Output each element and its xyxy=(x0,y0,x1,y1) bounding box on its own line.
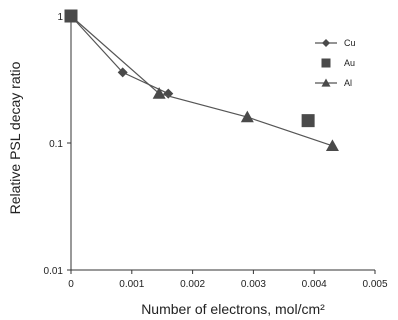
series-line-cu xyxy=(70,15,169,95)
legend-label-cu: Cu xyxy=(344,38,356,48)
x-tick-label: 0.003 xyxy=(241,279,266,290)
y-tick-label: 1 xyxy=(57,12,63,23)
x-tick-label: 0 xyxy=(68,279,74,290)
data-point-au xyxy=(301,114,315,128)
x-tick-label: 0.002 xyxy=(180,279,205,290)
axes: 0 0.001 0.002 0.003 0.004 0.005 0.01 0.1 1 xyxy=(44,12,388,290)
series-layer xyxy=(64,9,339,152)
data-point-cu xyxy=(117,67,128,78)
x-axis-title: Number of electrons, mol/cm² xyxy=(141,301,325,317)
legend: Cu Au Al xyxy=(315,38,356,88)
legend-marker-al xyxy=(321,78,331,87)
legend-marker-au xyxy=(321,58,331,68)
y-tick-label: 0.01 xyxy=(44,266,64,277)
legend-marker-cu xyxy=(322,39,330,47)
data-point-al xyxy=(325,139,339,152)
x-tick-label: 0.004 xyxy=(302,279,327,290)
legend-label-al: Al xyxy=(344,78,352,88)
series-al xyxy=(64,9,339,152)
x-tick-label: 0.001 xyxy=(119,279,144,290)
data-point-al xyxy=(152,87,166,99)
series-line-al xyxy=(70,15,333,147)
y-tick-label: 0.1 xyxy=(49,139,63,150)
data-point-al xyxy=(240,110,254,123)
y-axis-title: Relative PSL decay ratio xyxy=(7,61,23,214)
series-cu xyxy=(66,11,174,99)
x-tick-label: 0.005 xyxy=(362,279,387,290)
data-point-al xyxy=(64,9,78,22)
series-au xyxy=(64,9,315,128)
legend-label-au: Au xyxy=(344,58,355,68)
